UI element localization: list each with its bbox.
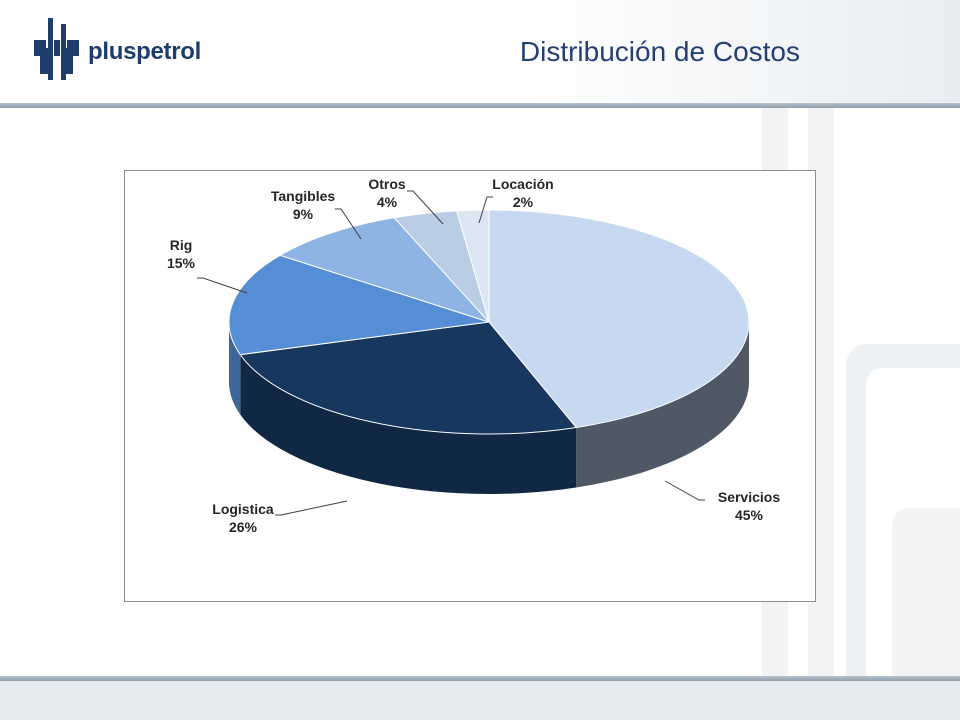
slice-value: 15% — [167, 255, 196, 271]
leader-line — [275, 500, 348, 516]
slice-label: Logistica — [212, 501, 274, 517]
pie-slice-logistica — [239, 321, 578, 435]
logo-wordmark: pluspetrol — [88, 38, 202, 65]
pie-side-0 — [576, 322, 749, 488]
header-divider — [0, 103, 960, 108]
pluspetrol-logo — [34, 18, 79, 80]
slice-value: 26% — [229, 519, 258, 535]
pie-sides — [229, 322, 749, 494]
pie-slice-rig — [228, 254, 490, 356]
pie-slice-servicios — [488, 209, 750, 429]
pie-labels: Servicios 45% Logistica 26% Rig 15% Tangibles 9… — [167, 176, 780, 535]
page-title: Distribución de Costos — [519, 36, 800, 67]
leader-line — [335, 208, 362, 240]
header-bar — [0, 0, 960, 104]
pie-slice-locación — [456, 209, 490, 323]
slice-label: Tangibles — [271, 188, 336, 204]
leader-line — [478, 196, 493, 224]
slice-label: Rig — [170, 237, 193, 253]
leader-line — [197, 277, 248, 294]
footer-bar — [0, 681, 960, 720]
pie-side-1 — [240, 354, 577, 494]
slice-label: Locación — [492, 176, 553, 192]
footer-divider — [0, 676, 960, 681]
leader-line — [407, 190, 444, 225]
chart-frame: Servicios 45% Logistica 26% Rig 15% Tangibles 9… — [124, 170, 816, 602]
slice-value: 4% — [377, 194, 398, 210]
pie-side-2 — [229, 322, 241, 415]
pie-top — [228, 209, 750, 435]
leader-line — [664, 480, 705, 501]
slice-label: Servicios — [718, 489, 780, 505]
slice-value: 2% — [513, 194, 534, 210]
slice-label: Otros — [368, 176, 406, 192]
slice-value: 45% — [735, 507, 764, 523]
pie-slice-tangibles — [278, 217, 491, 324]
slice-value: 9% — [293, 206, 314, 222]
pie-chart: Servicios 45% Logistica 26% Rig 15% Tangibles 9… — [167, 176, 780, 535]
